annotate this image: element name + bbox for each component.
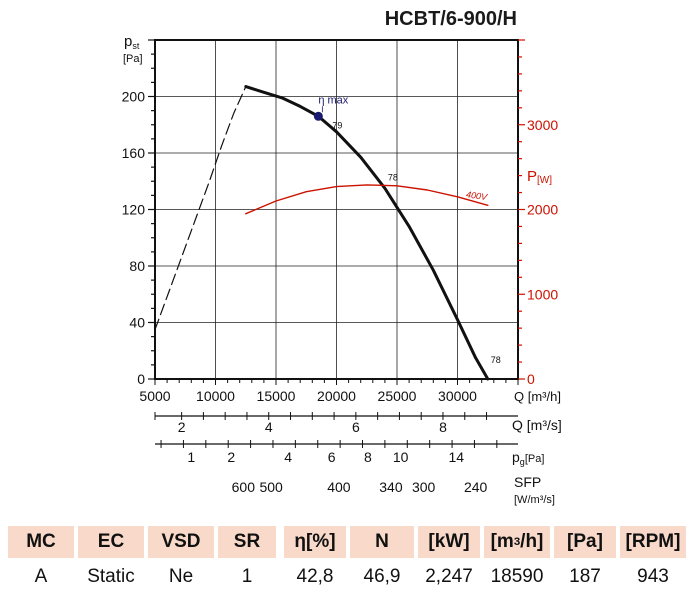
x-axis-tick-label: 30000 (438, 388, 477, 404)
eta-max-label: η max (318, 94, 348, 106)
table-value-n: 46,9 (363, 566, 401, 587)
right-axis: 0 1000 2000 3000 (518, 39, 558, 387)
scale-tick-label: 400 (327, 479, 351, 495)
left-axis-tick-label: 160 (122, 145, 146, 161)
chart-title: HCBT/6-900/H (385, 8, 517, 30)
scale-tick-label: 4 (284, 449, 292, 465)
scale-tick-label: 2 (178, 419, 186, 435)
scale-tick-label: 1 (187, 449, 195, 465)
table-value-pressure: 187 (569, 566, 601, 587)
table-value-power: 2,247 (425, 566, 473, 587)
efficiency-label: 79 (332, 120, 342, 130)
right-axis-tick-label: 3000 (527, 117, 558, 133)
scale-tick-label: 340 (379, 479, 403, 495)
right-axis-tick-label: 2000 (527, 202, 558, 218)
table-value-ec: Static (87, 566, 135, 587)
efficiency-label: 78 (491, 355, 501, 365)
x-axis: 5000 10000 15000 20000 25000 30000 Q [m³/h] (139, 379, 561, 404)
left-axis-tick-label: 40 (129, 315, 145, 331)
table-header-sr: SR (218, 526, 276, 558)
scale-unit: [W/m³/s] (514, 494, 555, 506)
annotation-layer: η max 79 78 78 (313, 94, 501, 365)
series-layer: 400V (154, 85, 490, 381)
scale-tick-label: 8 (364, 449, 372, 465)
eta-max-marker (313, 111, 323, 121)
left-axis-tick-label: 200 (122, 89, 146, 105)
left-axis-tick-label: 80 (129, 258, 145, 274)
y-axis-unit: [Pa] (123, 53, 143, 65)
grid (154, 40, 518, 380)
table-value-mc: A (34, 566, 48, 587)
table-header-power: [kW] (418, 526, 480, 558)
secondary-scales: Q [m³/s]2 4 6 8pg[Pa]1 2 4 6 8 10 14SFP[W/m³/s]60… (154, 412, 562, 506)
x-axis-tick-label: 20000 (317, 388, 356, 404)
table-header-airflow: [m 3/h] (484, 526, 550, 558)
efficiency-label: 78 (388, 172, 398, 182)
scale-tick-label: 4 (265, 419, 273, 435)
x-axis-tick-label: 5000 (139, 388, 170, 404)
series-line-1 (244, 85, 490, 381)
scale-tick-label: 10 (393, 449, 409, 465)
scale-label: SFP (514, 474, 541, 490)
table-value-rpm: 943 (637, 566, 669, 587)
scale-tick-label: 6 (352, 419, 360, 435)
right-axis-tick-label: 1000 (527, 286, 558, 302)
x-axis-label: Q [m³/h] (514, 389, 561, 404)
table-header-vsd: VSD (148, 526, 214, 558)
left-axis-tick-label: 0 (137, 371, 145, 387)
table-value-airflow: 18590 (490, 566, 544, 587)
table-header-mc: MC (8, 526, 74, 558)
table-header-pressure: [Pa] (554, 526, 616, 558)
scale-tick-label: 14 (449, 449, 465, 465)
svg-text:P[W]: P[W] (527, 168, 552, 186)
x-axis-tick-label: 10000 (196, 388, 235, 404)
table-value-efficiency: 42,8 (296, 566, 334, 587)
series-line-0 (154, 85, 247, 331)
table-header-ec: EC (78, 526, 144, 558)
right-axis-label: P[W] (527, 168, 552, 186)
x-axis-tick-label: 25000 (378, 388, 417, 404)
scale-tick-label: 240 (464, 479, 488, 495)
series-line-400v (245, 184, 489, 215)
right-axis-tick-label: 0 (527, 371, 535, 387)
left-axis: 0 40 80 120 160 200 (122, 39, 155, 387)
left-axis-tick-label: 120 (122, 202, 146, 218)
y-axis-label-main: p (124, 33, 132, 50)
right-axis-unit: [W] (537, 175, 552, 186)
right-axis-label-main: P (527, 168, 537, 185)
series-label: 400V (465, 189, 488, 202)
scale-tick-label: 600 (232, 479, 256, 495)
fan-performance-chart: HCBT/6-900/H pst [Pa] P[W] 0408012016020… (122, 8, 562, 506)
x-axis-tick-label: 15000 (257, 388, 296, 404)
table-value-sr: 1 (241, 566, 253, 587)
table-header-efficiency: η[%] (284, 526, 346, 558)
scale-label: pg[Pa] (512, 449, 544, 467)
scale-tick-label: 300 (412, 479, 436, 495)
scale-tick-label: 6 (328, 449, 336, 465)
scale-label: Q [m³/s] (512, 417, 562, 433)
scale-tick-label: 500 (259, 479, 283, 495)
table-header-n: N (350, 526, 414, 558)
svg-text:pst: pst (124, 33, 140, 51)
scale-tick-label: 8 (439, 419, 447, 435)
scale-tick-label: 2 (227, 449, 235, 465)
y-axis-label: pst [Pa] (123, 33, 143, 65)
y-axis-label-sub: st (132, 41, 140, 51)
table-value-vsd: Ne (168, 566, 194, 587)
table-header-rpm: [RPM] (620, 526, 686, 558)
